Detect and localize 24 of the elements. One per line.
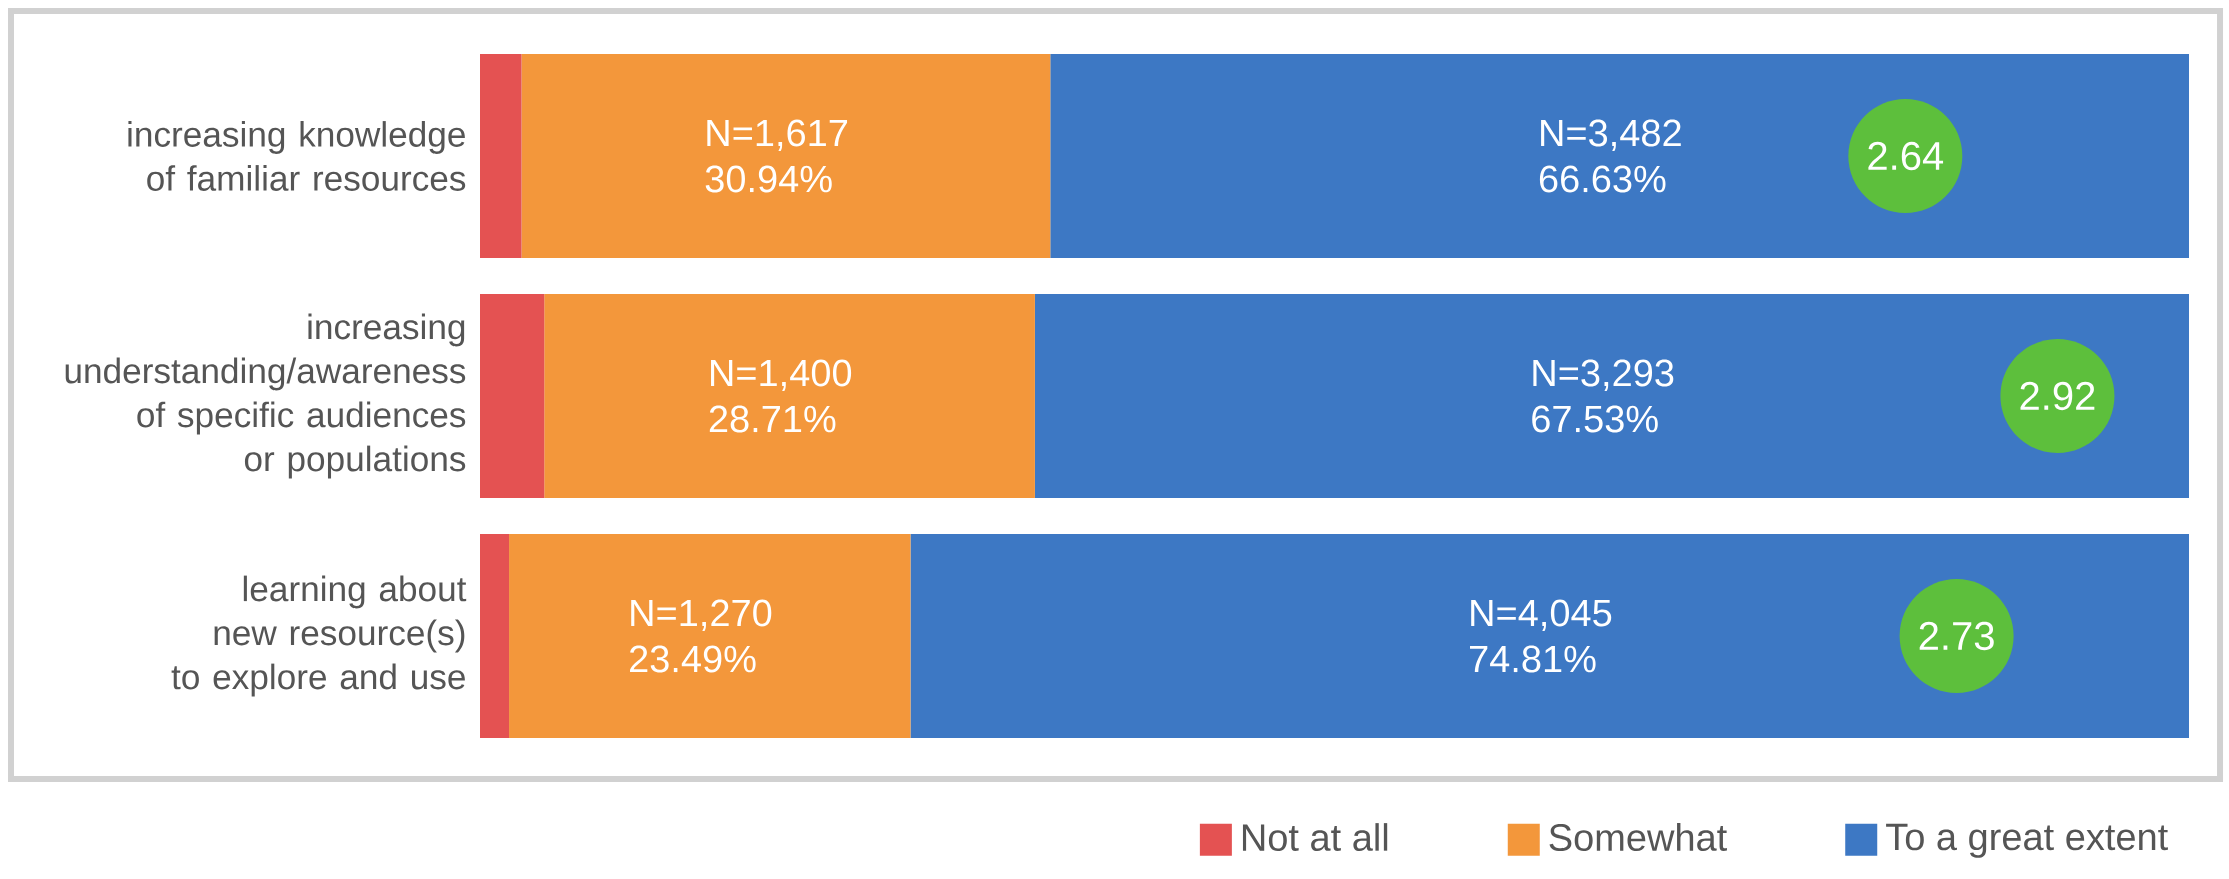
annotation: 2.73 — [1919, 621, 1994, 651]
data-label: N=3,482 66.63% — [1539, 119, 1681, 193]
bar — [1050, 54, 2190, 258]
data-label: N=1,400 28.71% — [709, 359, 852, 433]
bar — [509, 534, 911, 739]
y-tick-label: increasing understanding/awareness of specific audiences or populations — [65, 313, 466, 479]
data-label: N=3,293 67.53% — [1532, 359, 1674, 433]
bar — [480, 294, 545, 498]
bar — [480, 534, 510, 739]
annotation: 2.92 — [2020, 381, 2095, 411]
data-label: N=4,045 74.81% — [1470, 599, 1612, 673]
legend-label: Somewhat — [1549, 823, 1727, 852]
data-label: N=1,270 23.49% — [630, 599, 772, 673]
bar — [1034, 294, 2190, 498]
bar — [521, 54, 1051, 258]
legend-label: To a great extent — [1886, 823, 2168, 858]
y-tick-label: learning about new resource(s) to explore and use — [171, 575, 467, 697]
data-label: N=1,617 30.94% — [705, 119, 848, 193]
annotation: 2.64 — [1868, 141, 1944, 171]
legend-label: Not at all — [1242, 823, 1388, 852]
bar — [544, 294, 1035, 498]
bar — [910, 534, 2190, 739]
bar — [480, 54, 522, 258]
y-tick-label: increasing knowledge of familiar resources — [128, 121, 466, 191]
